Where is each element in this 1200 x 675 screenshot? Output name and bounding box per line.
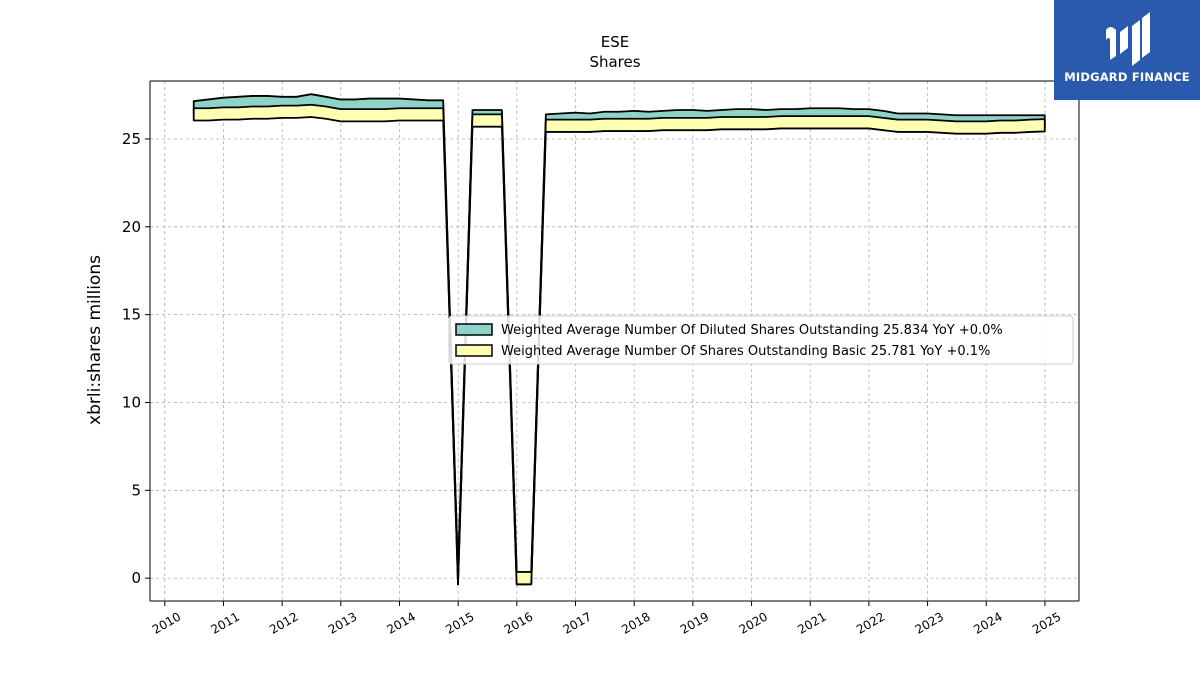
brand-mark-icon <box>1106 12 1150 66</box>
legend-swatch <box>455 323 493 336</box>
x-tick-label: 2021 <box>795 609 828 636</box>
x-tick-label: 2018 <box>619 609 652 636</box>
legend-box <box>448 315 1074 365</box>
y-axis-label: xbrli:shares millions <box>85 255 105 425</box>
legend: Weighted Average Number Of Diluted Share… <box>448 315 1074 365</box>
series-area <box>192 103 1046 586</box>
legend-label: Weighted Average Number Of Diluted Share… <box>501 323 1003 338</box>
y-tick-label: 15 <box>122 306 141 324</box>
brand-name: MIDGARD FINANCE <box>1064 70 1190 84</box>
x-tick-label: 2010 <box>150 609 183 636</box>
x-tick-label: 2013 <box>326 609 359 636</box>
y-tick-label: 5 <box>131 481 141 499</box>
series-basic <box>192 103 1046 586</box>
chart-subtitle: Shares <box>589 53 640 71</box>
x-tick-label: 2025 <box>1030 609 1063 636</box>
x-tick-label: 2011 <box>209 609 242 636</box>
y-tick-label: 20 <box>122 218 141 236</box>
y-tick-label: 10 <box>122 393 141 411</box>
x-tick-label: 2019 <box>678 609 711 636</box>
y-tick-label: 0 <box>131 569 141 587</box>
x-tick-label: 2024 <box>971 609 1004 636</box>
x-tick-label: 2017 <box>561 609 594 636</box>
x-tick-label: 2016 <box>502 609 535 636</box>
chart-title: ESE <box>601 33 629 51</box>
x-tick-label: 2020 <box>737 609 770 636</box>
legend-swatch <box>455 344 493 357</box>
x-tick-label: 2012 <box>267 609 300 636</box>
y-tick-label: 25 <box>122 130 141 148</box>
x-tick-label: 2015 <box>443 609 476 636</box>
x-tick-label: 2023 <box>913 609 946 636</box>
series-layer <box>192 93 1046 586</box>
x-tick-label: 2022 <box>854 609 887 636</box>
legend-label: Weighted Average Number Of Shares Outsta… <box>501 344 990 359</box>
x-tick-label: 2014 <box>385 609 418 636</box>
brand-logo: MIDGARD FINANCE <box>1054 0 1200 100</box>
